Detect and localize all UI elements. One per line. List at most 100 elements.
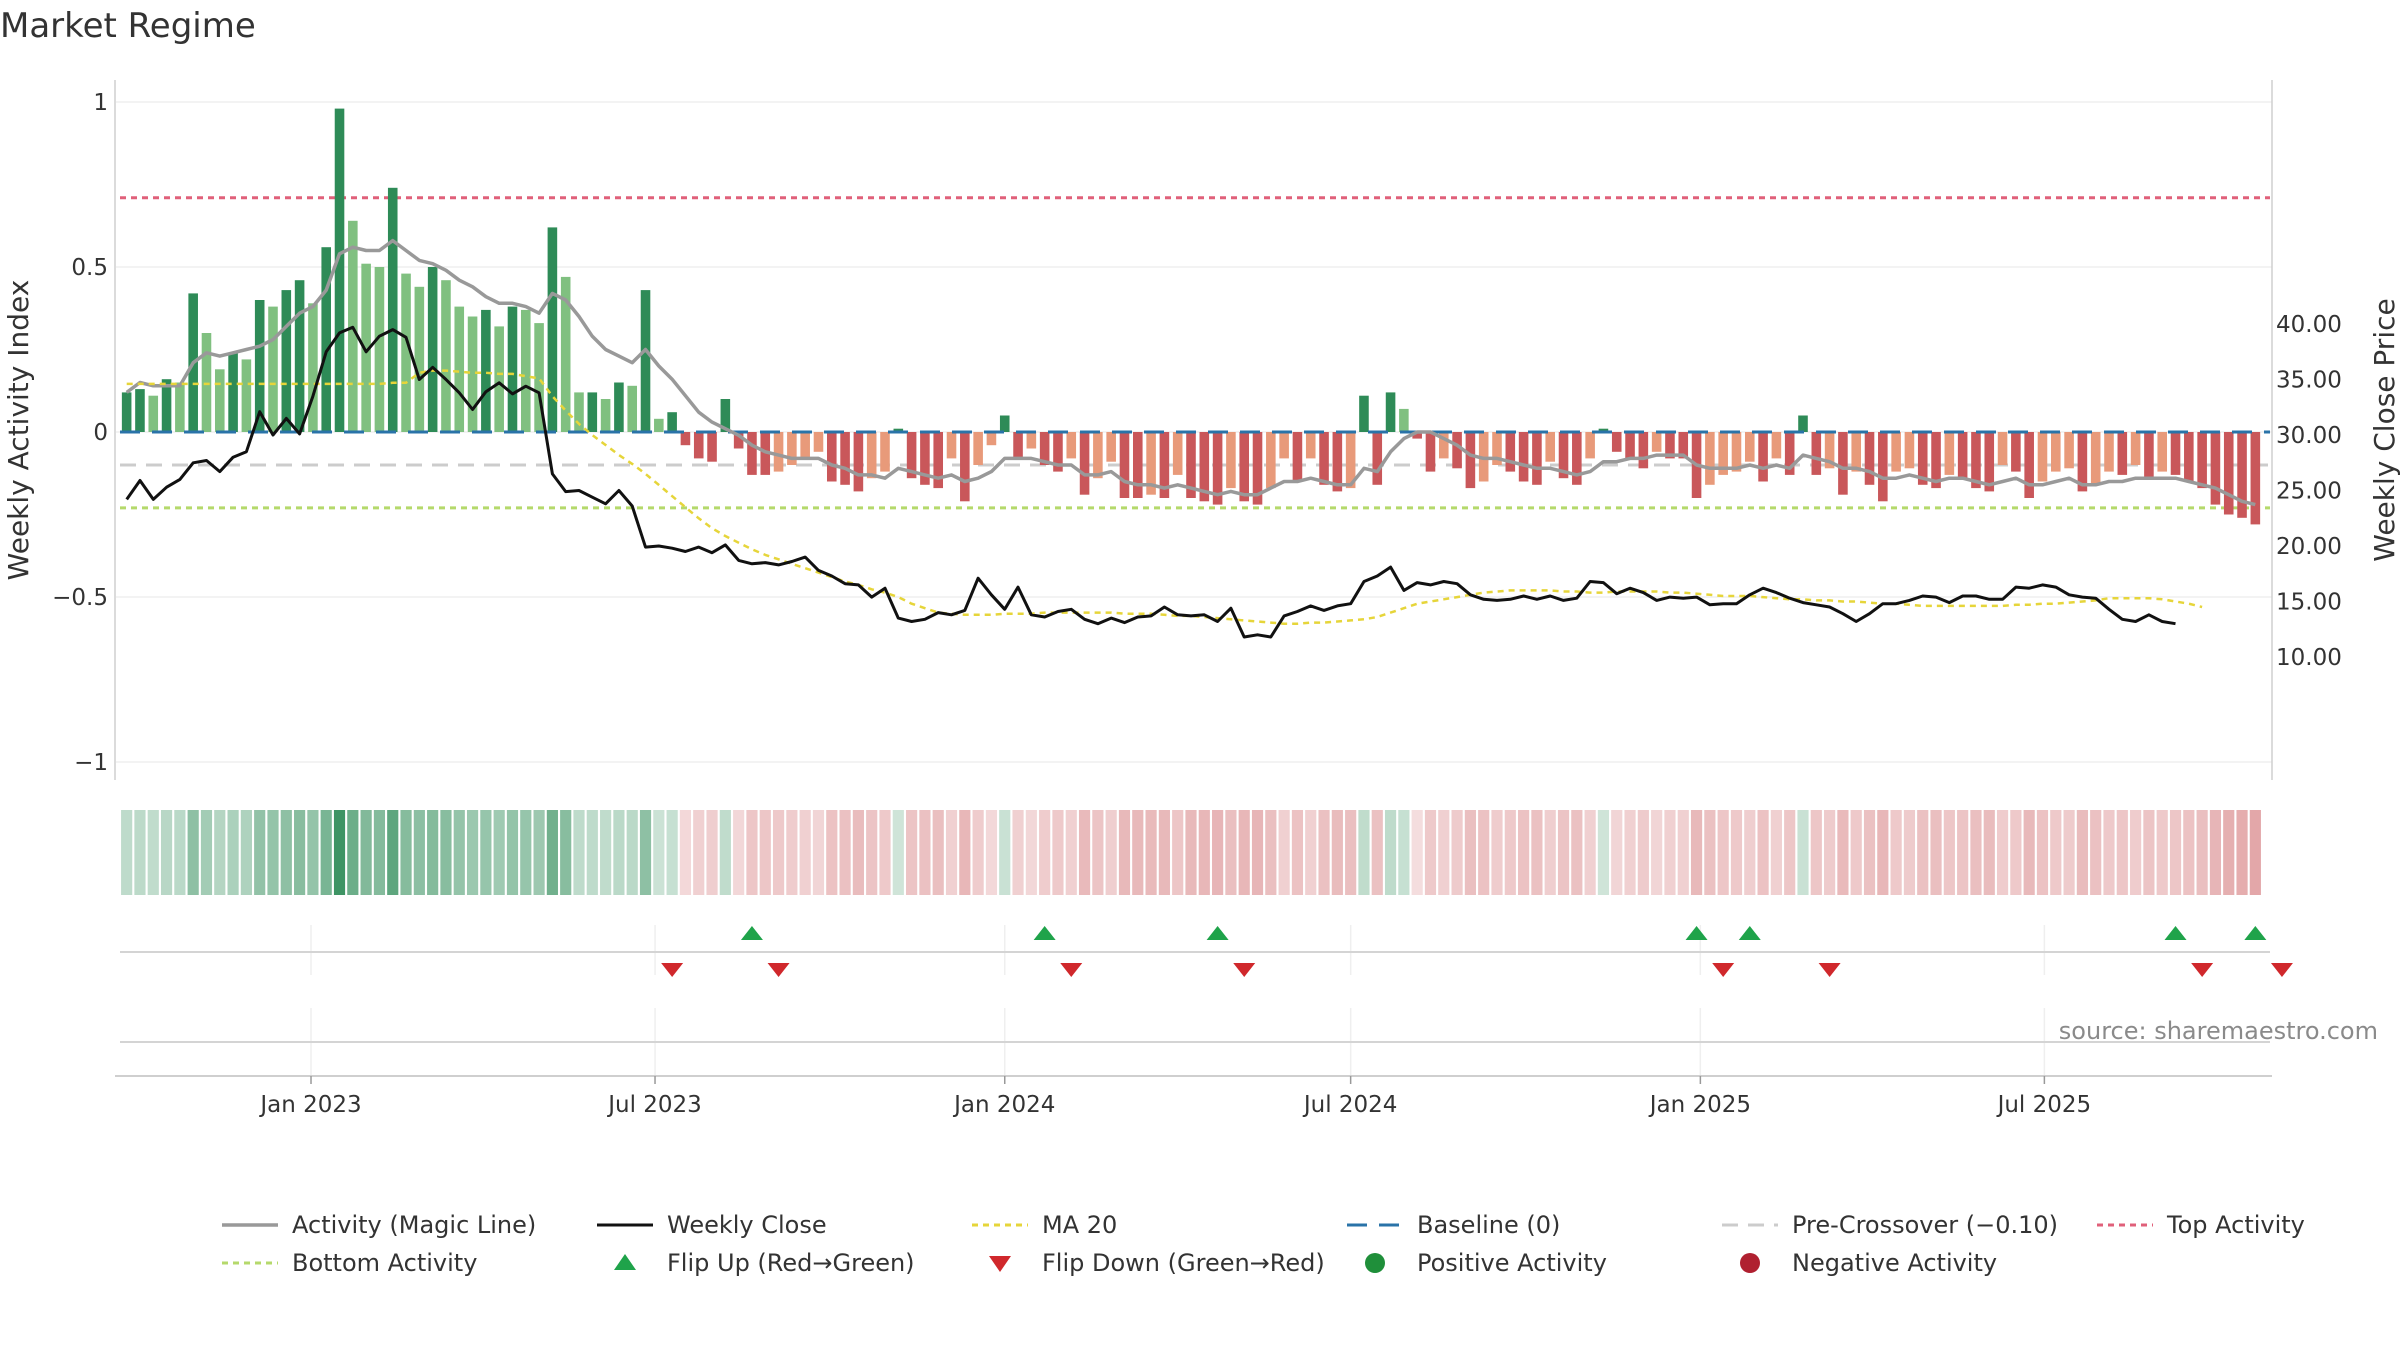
activity-bar [693, 432, 704, 459]
activity-bar [1891, 432, 1901, 472]
flip-down-marker [1060, 963, 1083, 977]
regime-cell [1624, 810, 1636, 895]
regime-cell [1105, 810, 1117, 895]
regime-cell [2156, 810, 2168, 895]
activity-bar [1106, 432, 1116, 462]
regime-cell [1212, 810, 1224, 895]
activity-bar [813, 432, 824, 452]
activity-bar [1385, 392, 1396, 432]
regime-cell [1690, 810, 1703, 895]
regime-cell [1810, 810, 1822, 895]
activity-bar [2090, 432, 2101, 485]
activity-bar [1572, 432, 1582, 485]
activity-bar [574, 392, 584, 432]
activity-bar [1997, 432, 2008, 465]
activity-bar [281, 290, 292, 432]
legend-label: Pre-Crossover (−0.10) [1792, 1211, 2058, 1239]
regime-cell [1850, 810, 1862, 895]
activity-bar [1651, 432, 1662, 452]
activity-bar [1878, 432, 1888, 502]
activity-bar [2157, 432, 2168, 472]
activity-bar [547, 227, 558, 432]
regime-cell [2130, 810, 2142, 895]
activity-bar [1705, 432, 1715, 485]
regime-cell [2236, 810, 2248, 895]
flip-up-marker [740, 926, 763, 940]
activity-bar [1811, 432, 1822, 475]
y-tick-label: 0 [93, 420, 108, 446]
regime-cell [1172, 810, 1184, 895]
regime-cell [1784, 810, 1796, 895]
regime-cell [373, 810, 386, 895]
activity-bar [853, 432, 864, 492]
activity-bar [1412, 432, 1422, 439]
regime-cell [1877, 810, 1889, 895]
regime-cell [2196, 810, 2208, 895]
regime-cell [2076, 810, 2088, 895]
y-tick-label: −1 [74, 750, 108, 776]
regime-cell [959, 810, 971, 895]
activity-bar [214, 369, 225, 432]
regime-cell [1305, 810, 1317, 895]
regime-cell [1251, 810, 1264, 895]
flip-up-marker [1685, 926, 1708, 940]
activity-bar [560, 276, 571, 432]
y-axis-title: Weekly Activity Index [2, 280, 35, 581]
activity-bar [1771, 432, 1782, 459]
regime-cell [1664, 810, 1676, 895]
regime-cell [653, 810, 665, 895]
activity-bar [1824, 432, 1835, 469]
activity-bar [733, 432, 744, 449]
activity-bar [1039, 432, 1050, 465]
activity-bar [640, 290, 651, 432]
activity-bar [1132, 432, 1143, 498]
activity-bar [454, 306, 465, 432]
regime-cell [267, 810, 279, 895]
activity-bar [1864, 432, 1875, 485]
regime-cell [1890, 810, 1902, 895]
legend-label: Weekly Close [667, 1211, 827, 1239]
activity-bar [1146, 432, 1156, 495]
ma20-line [126, 369, 2203, 625]
regime-cell [719, 810, 731, 895]
activity-bar [614, 382, 624, 432]
legend-item: MA 20 [972, 1211, 1117, 1239]
regime-cell [1571, 810, 1583, 895]
regime-cell [187, 810, 199, 895]
regime-cell [639, 810, 652, 895]
activity-bar [1292, 432, 1303, 482]
flip-down-marker [1818, 963, 1841, 977]
regime-cell [852, 810, 864, 895]
activity-bar [1026, 432, 1037, 449]
regime-cell [1092, 810, 1104, 895]
regime-cell [480, 810, 492, 895]
activity-bar [1172, 432, 1183, 475]
activity-bar [960, 432, 970, 502]
regime-cell [1424, 810, 1437, 895]
activity-bar [228, 352, 238, 432]
regime-cell [360, 810, 372, 895]
regime-cell [520, 810, 532, 895]
activity-bar [880, 432, 890, 472]
x-tick-label: Jul 2025 [1996, 1092, 2092, 1118]
activity-bar [933, 432, 944, 489]
activity-panel: 1 0.5 0 −0.5 −1 40.00 35.00 30.00 25.00 20.00 15.0… [2, 80, 2400, 780]
activity-bar [374, 267, 385, 432]
activity-bar [627, 385, 638, 432]
activity-bar [773, 432, 784, 472]
activity-bar [1079, 432, 1090, 495]
activity-bar [2024, 432, 2034, 498]
activity-bar [1372, 432, 1383, 485]
regime-cell [1238, 810, 1250, 895]
regime-cell [945, 810, 958, 895]
activity-bar [1545, 432, 1556, 462]
activity-bar [826, 432, 837, 482]
regime-cell [506, 810, 519, 895]
regime-cell [1504, 810, 1516, 895]
regime-cell [560, 810, 572, 895]
regime-cell [1291, 810, 1304, 895]
activity-bar [201, 333, 212, 432]
activity-bar [600, 399, 611, 432]
regime-cell [1185, 810, 1197, 895]
